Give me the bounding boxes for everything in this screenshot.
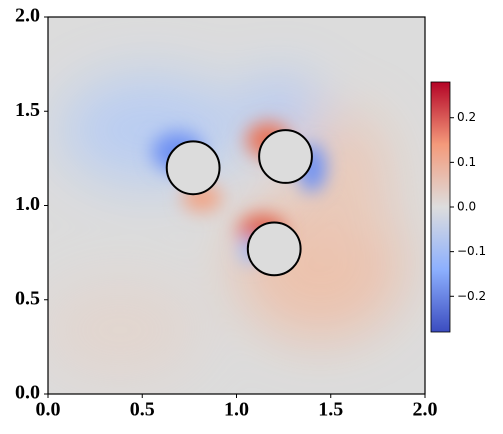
y-tick-label: 2.0 xyxy=(15,5,40,27)
colorbar-tick-label: 0.2 xyxy=(457,110,476,124)
colorbar xyxy=(430,81,451,333)
circle xyxy=(246,221,302,277)
y-tick-label: 0.5 xyxy=(15,287,40,309)
x-tick-label: 1.0 xyxy=(224,399,249,421)
colorbar-tick-label: −0.1 xyxy=(457,244,486,258)
x-tick-label: 1.5 xyxy=(318,399,343,421)
circle xyxy=(258,129,313,184)
x-tick-label: 2.0 xyxy=(413,399,438,421)
x-tick-label: 0.5 xyxy=(130,399,155,421)
field xyxy=(48,17,425,394)
colorbar-tick-label: 0.1 xyxy=(457,155,476,169)
circle xyxy=(165,140,221,196)
y-tick-label: 1.0 xyxy=(15,193,40,215)
colorbar-tick-label: −0.2 xyxy=(457,289,486,303)
y-tick-label: 0.0 xyxy=(15,382,40,404)
x-tick-label: 0.0 xyxy=(36,399,61,421)
y-tick-label: 1.5 xyxy=(15,99,40,121)
colorbar-tick-label: 0.0 xyxy=(457,200,476,214)
